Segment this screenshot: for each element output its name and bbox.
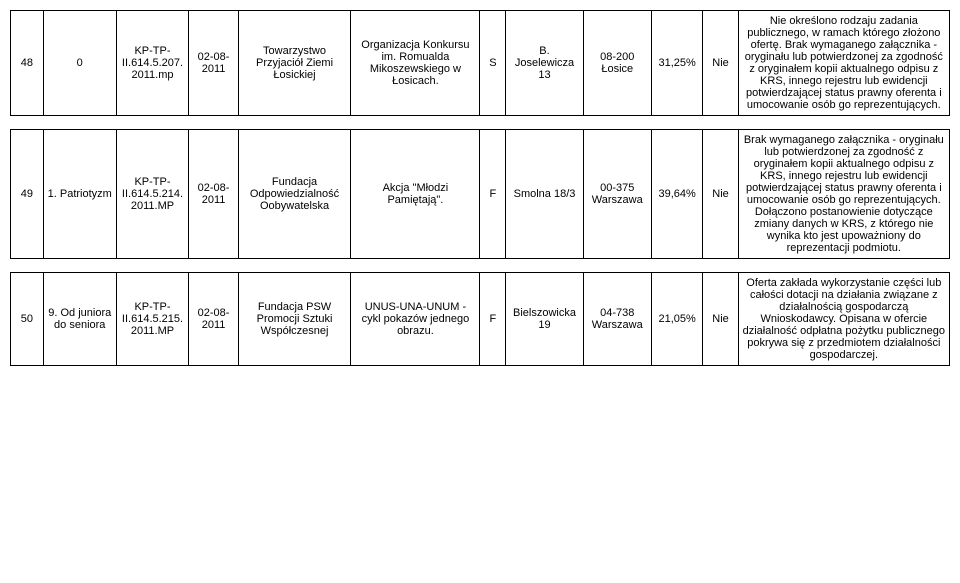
- cell-org: Fundacja Odpowiedzialność Oobywatelska: [238, 130, 351, 259]
- cell-date: 02-08-2011: [189, 273, 238, 366]
- cell-zip: 08-200 Łosice: [583, 11, 651, 116]
- cell-org: Fundacja PSW Promocji Sztuki Współczesne…: [238, 273, 351, 366]
- cell-zip: 00-375 Warszawa: [583, 130, 651, 259]
- cell-num: 48: [11, 11, 44, 116]
- cell-date: 02-08-2011: [189, 11, 238, 116]
- cell-topic: 0: [43, 11, 116, 116]
- table-row: 50 9. Od juniora do seniora KP-TP-II.614…: [11, 273, 950, 366]
- cell-flag: F: [480, 273, 506, 366]
- cell-project: UNUS-UNA-UNUM - cykl pokazów jednego obr…: [351, 273, 480, 366]
- cell-project: Akcja "Młodzi Pamiętają".: [351, 130, 480, 259]
- cell-num: 49: [11, 130, 44, 259]
- cell-ref: KP-TP-II.614.5.214.2011.MP: [116, 130, 189, 259]
- cell-street: Bielszowicka 19: [506, 273, 583, 366]
- cell-pct: 39,64%: [651, 130, 703, 259]
- cell-notes: Brak wymaganego załącznika - oryginału l…: [738, 130, 949, 259]
- cell-flag: S: [480, 11, 506, 116]
- cell-notes: Nie określono rodzaju zadania publiczneg…: [738, 11, 949, 116]
- cell-topic: 1. Patriotyzm: [43, 130, 116, 259]
- cell-project: Organizacja Konkursu im. Romualda Mikosz…: [351, 11, 480, 116]
- cell-pct: 31,25%: [651, 11, 703, 116]
- table-body: 48 0 KP-TP-II.614.5.207.2011.mp 02-08-20…: [11, 11, 950, 366]
- cell-notes: Oferta zakłada wykorzystanie części lub …: [738, 273, 949, 366]
- cell-ref: KP-TP-II.614.5.215.2011.MP: [116, 273, 189, 366]
- cell-street: Smolna 18/3: [506, 130, 583, 259]
- cell-org: Towarzystwo Przyjaciół Ziemi Łosickiej: [238, 11, 351, 116]
- cell-ref: KP-TP-II.614.5.207.2011.mp: [116, 11, 189, 116]
- cell-yesno: Nie: [703, 130, 738, 259]
- cell-yesno: Nie: [703, 273, 738, 366]
- cell-flag: F: [480, 130, 506, 259]
- cell-num: 50: [11, 273, 44, 366]
- cell-street: B. Joselewicza 13: [506, 11, 583, 116]
- cell-zip: 04-738 Warszawa: [583, 273, 651, 366]
- data-table: 48 0 KP-TP-II.614.5.207.2011.mp 02-08-20…: [10, 10, 950, 366]
- cell-pct: 21,05%: [651, 273, 703, 366]
- cell-topic: 9. Od juniora do seniora: [43, 273, 116, 366]
- table-row: 48 0 KP-TP-II.614.5.207.2011.mp 02-08-20…: [11, 11, 950, 116]
- cell-date: 02-08-2011: [189, 130, 238, 259]
- cell-yesno: Nie: [703, 11, 738, 116]
- table-row: 49 1. Patriotyzm KP-TP-II.614.5.214.2011…: [11, 130, 950, 259]
